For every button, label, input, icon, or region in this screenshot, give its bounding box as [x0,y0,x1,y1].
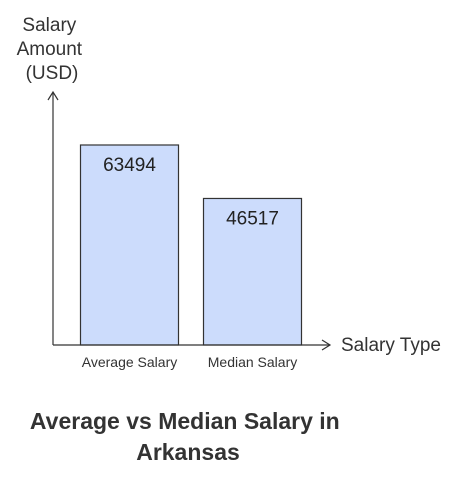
value-label-average-salary: 63494 [103,155,156,176]
value-label-median-salary: 46517 [226,208,279,229]
y-axis-label-line-2: Amount [17,39,83,60]
chart-title-line-2: Arkansas [136,439,240,465]
bar-median-salary [202,197,303,346]
chart-title: Average vs Median Salary in Arkansas [30,408,346,465]
y-axis-label: Salary Amount (USD) [17,15,88,84]
x-axis-arrow [321,339,332,351]
category-label-average-salary: Average Salary [82,354,177,370]
category-label-median-salary: Median Salary [208,354,298,370]
y-axis-label-line-3: (USD) [26,63,79,84]
bars-group: 63494 46517 [79,144,303,346]
y-axis-label-line-1: Salary [22,15,76,36]
axes [47,90,332,351]
y-axis-arrow [47,90,59,101]
x-axis-label: Salary Type [341,335,441,356]
chart-title-line-1: Average vs Median Salary in [30,408,340,434]
bar-average-salary [79,144,180,346]
